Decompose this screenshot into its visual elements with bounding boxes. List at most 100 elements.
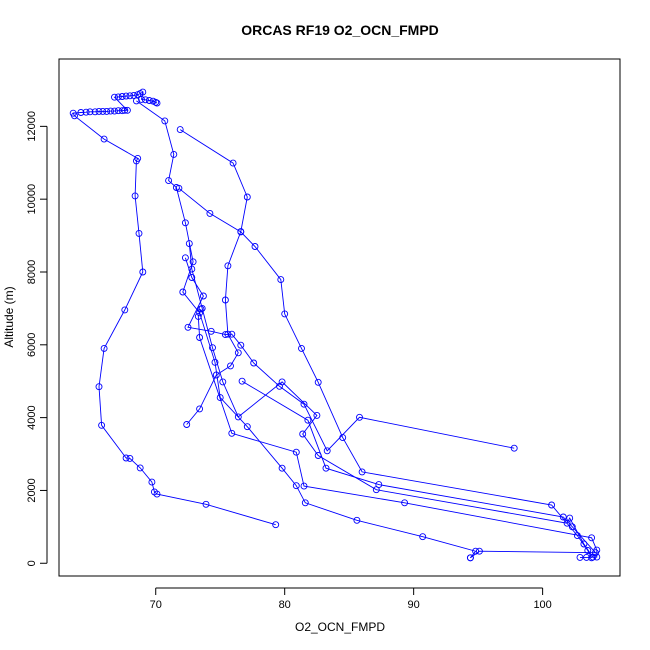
- data-point: [475, 547, 483, 555]
- data-point: [580, 540, 588, 548]
- data-point: [170, 150, 178, 158]
- data-point: [221, 296, 229, 304]
- data-point: [122, 454, 130, 462]
- data-point: [224, 262, 232, 270]
- data-point: [234, 349, 242, 357]
- data-point: [184, 323, 192, 331]
- data-point: [301, 499, 309, 507]
- data-point: [161, 117, 169, 125]
- chart-title: ORCAS RF19 O2_OCN_FMPD: [241, 22, 439, 38]
- data-point: [197, 305, 205, 313]
- data-point: [100, 344, 108, 352]
- data-point: [206, 209, 214, 217]
- data-point: [278, 464, 286, 472]
- data-point: [176, 126, 184, 134]
- data-point: [281, 310, 289, 318]
- series-line: [72, 91, 276, 526]
- data-point: [313, 411, 321, 419]
- data-point: [189, 258, 197, 266]
- data-point: [300, 400, 308, 408]
- data-point: [237, 228, 245, 236]
- data-point: [510, 444, 518, 452]
- data-point: [132, 97, 140, 105]
- data-point: [185, 240, 193, 248]
- data-point: [322, 464, 330, 472]
- data-point: [237, 341, 245, 349]
- data-point: [419, 533, 427, 541]
- data-point: [123, 106, 131, 114]
- data-point: [568, 523, 576, 531]
- data-point: [211, 358, 219, 366]
- data-point: [198, 304, 206, 312]
- data-point: [114, 93, 122, 101]
- data-point: [196, 334, 204, 341]
- data-point: [181, 219, 189, 227]
- data-point: [272, 521, 280, 529]
- data-point: [118, 107, 126, 115]
- data-point: [139, 268, 147, 276]
- data-point: [188, 265, 196, 273]
- x-axis-label: O2_OCN_FMPD: [295, 620, 385, 634]
- data-point: [126, 92, 134, 100]
- data-point: [278, 378, 286, 386]
- data-point: [228, 330, 236, 338]
- data-series: [132, 97, 480, 562]
- data-point: [219, 378, 227, 386]
- data-point: [576, 553, 584, 561]
- data-point: [356, 413, 363, 421]
- data-point: [122, 92, 130, 100]
- data-point: [136, 464, 144, 472]
- data-point: [138, 95, 145, 103]
- data-point: [300, 482, 308, 490]
- data-series: [69, 88, 280, 529]
- data-point: [121, 106, 129, 114]
- data-point: [251, 243, 259, 250]
- y-axis: 0 2000 4000 6000 8000 10000 12000: [26, 111, 48, 566]
- data-point: [353, 516, 361, 524]
- data-point: [135, 229, 143, 237]
- data-point: [583, 553, 590, 561]
- x-tick-label: 90: [408, 599, 420, 611]
- data-point: [323, 447, 331, 455]
- data-point: [202, 500, 210, 508]
- data-point: [209, 344, 216, 352]
- data-point: [566, 514, 574, 522]
- data-point: [229, 159, 237, 167]
- data-point: [148, 478, 156, 486]
- data-point: [139, 88, 147, 96]
- data-point: [401, 499, 409, 507]
- x-tick-label: 80: [279, 599, 291, 611]
- data-point: [183, 421, 191, 428]
- y-tick-label: 12000: [26, 111, 38, 142]
- data-point: [77, 109, 85, 116]
- plot-frame: [58, 58, 621, 577]
- data-point: [299, 430, 307, 438]
- series-layer: [69, 88, 601, 562]
- data-point: [141, 96, 149, 104]
- data-point: [181, 254, 189, 262]
- data-point: [593, 553, 601, 561]
- data-point: [277, 276, 285, 284]
- x-tick-label: 70: [150, 599, 162, 611]
- y-axis-label: Altitude (m): [2, 286, 16, 347]
- data-point: [548, 501, 556, 509]
- data-point: [466, 554, 474, 562]
- data-point: [212, 371, 220, 379]
- x-axis: 70 80 90 100: [150, 587, 552, 611]
- data-point: [199, 292, 207, 300]
- data-point: [126, 454, 134, 462]
- data-point: [145, 97, 153, 104]
- data-point: [95, 383, 103, 391]
- data-point: [95, 107, 103, 115]
- data-point: [121, 306, 129, 314]
- data-point: [98, 421, 106, 429]
- data-point: [314, 378, 322, 386]
- data-point: [559, 513, 567, 521]
- data-point: [216, 394, 224, 402]
- data-series: [238, 377, 599, 562]
- data-point: [228, 429, 236, 437]
- data-point: [107, 107, 115, 115]
- data-point: [153, 99, 161, 107]
